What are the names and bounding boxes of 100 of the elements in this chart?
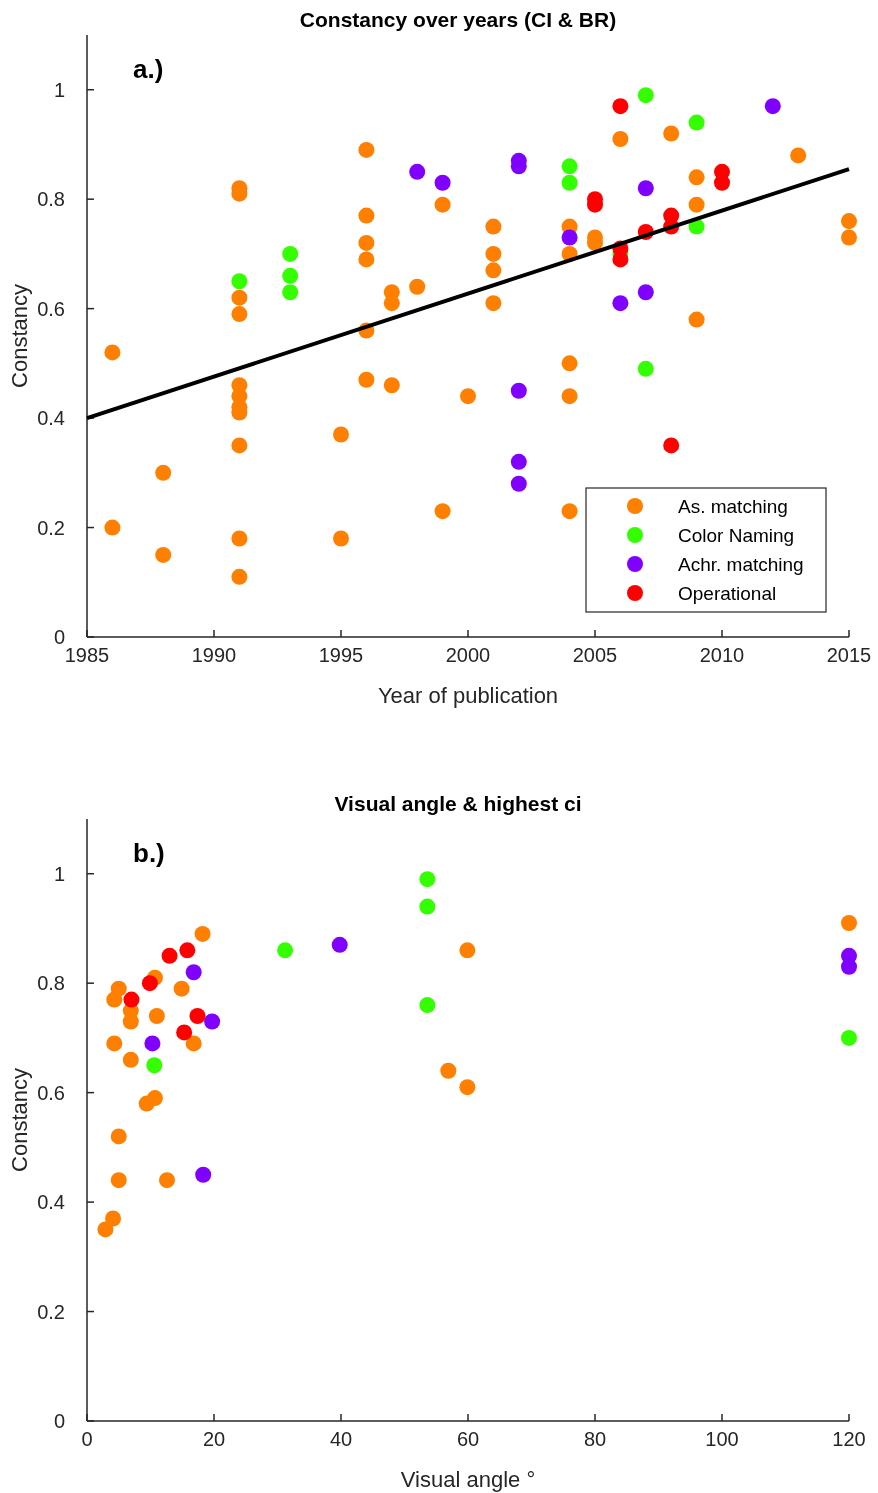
point: [144, 1035, 161, 1052]
point: [612, 130, 629, 147]
y-axis-title: Constancy: [7, 284, 32, 388]
point: [331, 936, 348, 953]
chart-title: Constancy over years (CI & BR): [299, 8, 617, 32]
x-tick-label: 60: [456, 1428, 480, 1450]
point: [790, 147, 807, 164]
annotation: b.): [133, 838, 165, 869]
y-tick-label: 0.2: [37, 516, 65, 539]
point: [282, 284, 299, 301]
point: [185, 1035, 202, 1052]
x-tick-label: 2005: [572, 644, 618, 666]
point: [138, 1095, 155, 1112]
y-tick-label: 1: [53, 862, 65, 885]
y-tick-label: 0.8: [37, 972, 65, 995]
x-tick-label: 80: [583, 1428, 607, 1450]
point: [179, 942, 196, 959]
point: [561, 355, 578, 372]
point: [231, 273, 248, 290]
x-tick-label: 2000: [445, 644, 491, 666]
point: [277, 942, 294, 959]
x-tick-label: 100: [705, 1428, 739, 1450]
point: [176, 1024, 193, 1041]
point: [383, 377, 400, 394]
point: [612, 251, 629, 268]
point: [688, 196, 705, 213]
y-tick-label: 0.8: [37, 188, 65, 211]
point: [189, 1008, 206, 1025]
point: [231, 568, 248, 585]
point: [282, 245, 299, 262]
point: [358, 251, 375, 268]
point: [104, 344, 121, 361]
point: [688, 311, 705, 328]
point: [148, 1008, 165, 1025]
point: [561, 388, 578, 405]
point: [282, 267, 299, 284]
chart-title: Visual angle & highest ci: [334, 792, 582, 816]
legend-label: Operational: [678, 582, 777, 604]
point: [194, 925, 211, 942]
point: [841, 229, 857, 246]
point: [841, 914, 857, 931]
point: [561, 503, 578, 520]
point: [358, 234, 375, 251]
point: [485, 245, 502, 262]
y-tick-label: 0.4: [37, 407, 65, 430]
point: [155, 464, 172, 481]
point: [105, 1210, 122, 1227]
point: [434, 174, 451, 191]
x-tick-label: 2010: [699, 644, 745, 666]
y-axis-title: Constancy: [7, 1068, 32, 1172]
point: [231, 530, 248, 547]
legend-label: Achr. matching: [678, 553, 804, 575]
point: [204, 1013, 221, 1030]
x-axis-title: Visual angle °: [400, 1467, 536, 1492]
point: [459, 942, 476, 959]
y-tick-label: 0.6: [37, 1081, 65, 1104]
point: [459, 1079, 476, 1096]
point: [419, 898, 436, 915]
y-tick-label: 1: [53, 78, 65, 101]
point: [561, 174, 578, 191]
point: [123, 991, 140, 1008]
x-tick-label: 20: [202, 1428, 226, 1450]
point: [106, 1035, 123, 1052]
x-tick-label: 120: [832, 1428, 866, 1450]
point: [485, 295, 502, 312]
point: [637, 284, 654, 301]
point: [637, 87, 654, 104]
point: [510, 475, 527, 492]
point: [159, 1172, 176, 1189]
point: [231, 437, 248, 454]
x-tick-label: 0: [81, 1428, 93, 1450]
point: [231, 306, 248, 323]
point: [333, 426, 349, 443]
point: [688, 169, 705, 186]
point: [637, 360, 654, 377]
x-tick-label: 40: [329, 1428, 353, 1450]
point: [612, 98, 629, 115]
point: [409, 278, 426, 295]
point: [460, 388, 476, 405]
point: [358, 371, 375, 388]
point: [419, 997, 436, 1014]
point: [485, 262, 502, 279]
point: [358, 141, 375, 158]
annotation: a.): [133, 54, 164, 85]
point: [141, 975, 158, 992]
point: [104, 519, 121, 536]
point: [440, 1062, 457, 1079]
point: [110, 1172, 127, 1189]
point: [110, 1128, 127, 1145]
point: [663, 437, 680, 454]
point: [485, 218, 502, 235]
point: [561, 158, 578, 175]
y-tick-label: 0: [53, 626, 65, 648]
point: [185, 964, 202, 981]
point: [419, 871, 436, 888]
point: [106, 991, 123, 1008]
point: [146, 1057, 163, 1074]
x-tick-label: 1990: [191, 644, 237, 666]
point: [510, 453, 527, 470]
legend-label: As. matching: [678, 495, 788, 517]
